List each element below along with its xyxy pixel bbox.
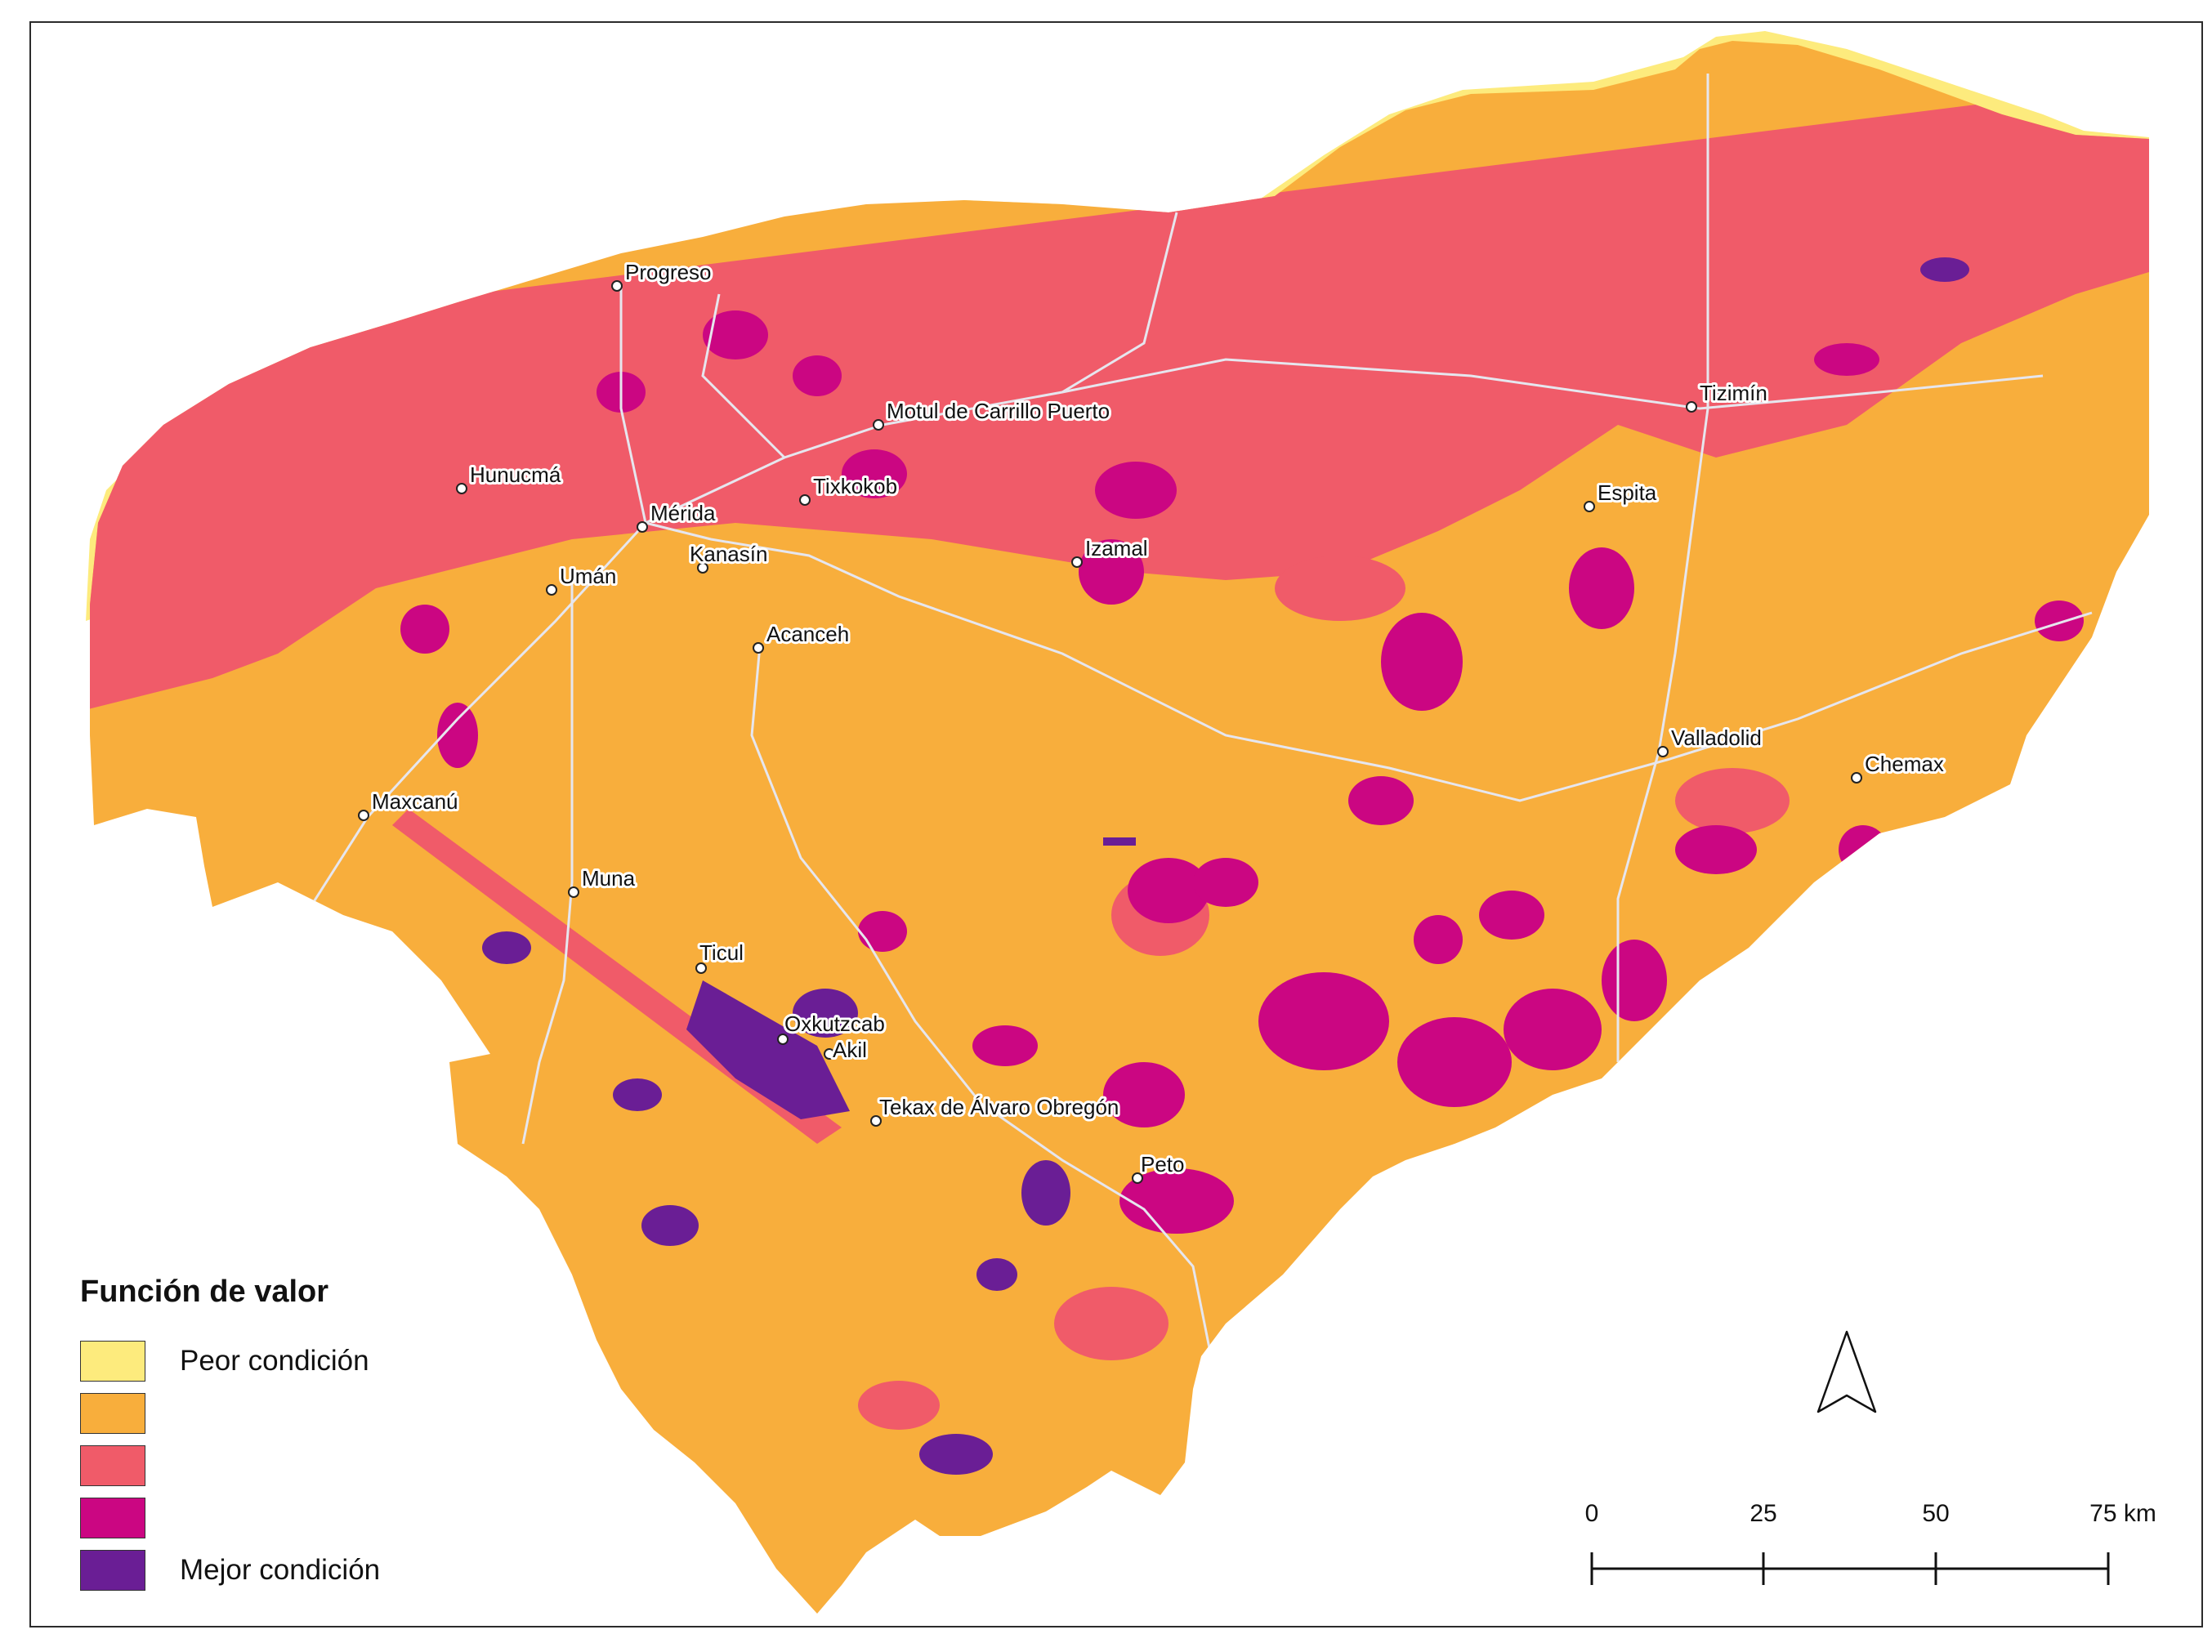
scale-label-0: 0 (1584, 1500, 1599, 1527)
city-marker (1851, 772, 1862, 784)
city-marker (611, 280, 623, 292)
city-m-rida: Mérida (637, 498, 718, 533)
legend-label-peor: Peor condición (180, 1345, 369, 1377)
legend-swatch-4 (80, 1498, 145, 1538)
scale-label-75: 75 km (2089, 1500, 2156, 1527)
city-oxkutzcab: Oxkutzcab (777, 1009, 887, 1045)
city-label: Espita (1598, 480, 1657, 505)
city-label: Hunucmá (470, 462, 561, 487)
city-label: Acanceh (766, 622, 849, 646)
class5-patches (482, 257, 1969, 1475)
map-frame (29, 21, 2203, 1627)
scale-bar (1590, 1552, 2110, 1585)
city-label: Oxkutzcab (784, 1011, 885, 1036)
legend-label-mejor: Mejor condición (180, 1554, 381, 1586)
city-label: Peto (1141, 1152, 1185, 1176)
city-akil: Akil (824, 1035, 869, 1065)
city-label: Ticul (699, 940, 744, 965)
city-marker (568, 886, 579, 898)
city-label: Chemax (1865, 752, 1944, 776)
city-marker (799, 494, 811, 506)
city-progreso: Progreso (611, 257, 714, 292)
city-espita: Espita (1584, 478, 1660, 512)
scale-label-25: 25 (1749, 1500, 1777, 1527)
city-label: Maxcanú (372, 789, 458, 814)
city-label: Progreso (625, 260, 712, 284)
city-tixkokob: Tixkokob (799, 471, 900, 506)
city-label: Tekax de Álvaro Obregón (879, 1095, 1119, 1119)
city-ticul: Ticul (695, 938, 746, 974)
city-marker (1584, 501, 1595, 512)
city-hunucm-: Hunucmá (456, 460, 564, 494)
legend-swatch-peor (80, 1341, 145, 1382)
city-label: Izamal (1085, 536, 1148, 560)
city-marker (1657, 746, 1669, 757)
city-izamal: Izamal (1071, 534, 1151, 568)
city-marker (777, 1034, 789, 1045)
legend-swatch-3 (80, 1445, 145, 1486)
city-label: Motul de Carrillo Puerto (887, 399, 1110, 423)
city-muna: Muna (568, 864, 638, 898)
city-peto: Peto (1132, 1150, 1187, 1184)
city-label: Muna (582, 866, 636, 891)
northern-band (90, 82, 2149, 711)
city-chemax: Chemax (1851, 749, 1946, 784)
cities-layer: Progreso Hunucmá Mérida Tixkokob Kanasín Umán… (358, 257, 1946, 1184)
city-marker (546, 584, 557, 596)
city-acanceh: Acanceh (753, 619, 851, 654)
legend-item-mejor: Mejor condición (80, 1549, 380, 1592)
city-marker (637, 521, 648, 533)
legend-item-4 (80, 1497, 145, 1539)
city-marker (358, 810, 369, 821)
city-label: Akil (833, 1038, 867, 1062)
city-marker (1071, 556, 1083, 568)
city-label: Valladolid (1671, 726, 1762, 750)
city-marker (753, 642, 764, 654)
city-marker (1686, 401, 1697, 413)
city-tizim-n: Tizimín (1686, 378, 1770, 413)
scale-label-50: 50 (1922, 1500, 1950, 1527)
city-marker (697, 562, 708, 574)
city-label: Kanasín (690, 542, 767, 566)
city-maxcan-: Maxcanú (358, 787, 461, 821)
city-label: Mérida (650, 501, 716, 525)
city-tekax-de-lvaro-obreg-n: Tekax de Álvaro Obregón (870, 1092, 1121, 1127)
city-valladolid: Valladolid (1657, 723, 1764, 757)
city-kanas-n: Kanasín (687, 539, 770, 574)
city-marker (873, 419, 884, 431)
city-label: Tixkokob (813, 474, 897, 498)
legend-swatch-mejor (80, 1550, 145, 1591)
city-marker (456, 483, 467, 494)
city-marker (695, 962, 707, 974)
legend-item-2 (80, 1392, 145, 1435)
legend-item-peor: Peor condición (80, 1340, 369, 1382)
city-marker (824, 1048, 835, 1060)
legend-swatch-2 (80, 1393, 145, 1434)
city-marker (870, 1115, 882, 1127)
city-label: Tizimín (1700, 381, 1767, 405)
north-arrow-icon (1817, 1330, 1877, 1413)
legend-title: Función de valor (80, 1275, 329, 1309)
city-label: Umán (560, 564, 616, 588)
city-marker (1132, 1172, 1143, 1184)
road-network (309, 74, 2093, 1349)
legend-item-3 (80, 1444, 145, 1487)
city-motul-de-carrillo-puerto: Motul de Carrillo Puerto (873, 396, 1112, 431)
city-um-n: Umán (546, 561, 619, 596)
